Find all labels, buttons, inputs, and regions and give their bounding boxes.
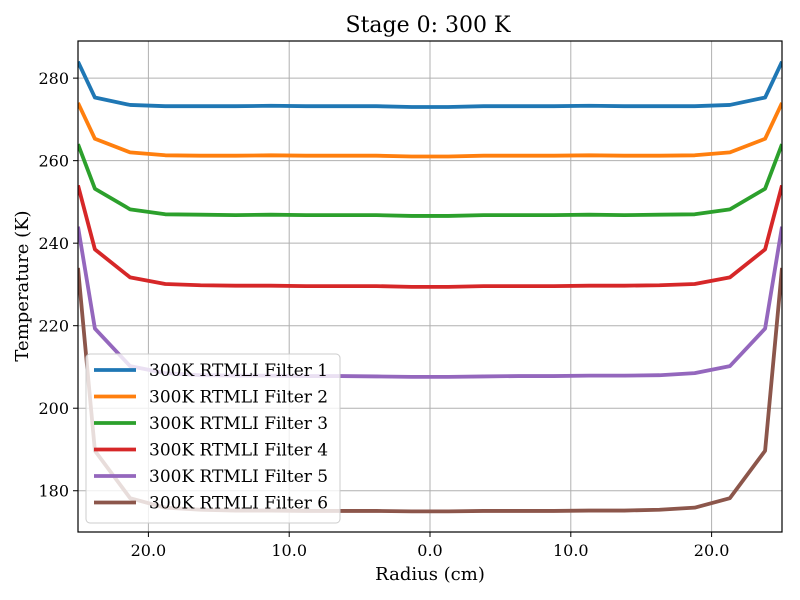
series-line-filter-2 [78, 102, 782, 159]
x-tick-label: 0.0 [417, 541, 442, 560]
y-tick-label: 280 [38, 69, 69, 88]
legend-label: 300K RTMLI Filter 6 [149, 494, 328, 514]
x-tick-label: 10.0 [271, 541, 307, 560]
y-axis-label: Temperature (K) [12, 210, 33, 361]
series-line-filter-4 [78, 184, 782, 289]
legend-label: 300K RTMLI Filter 3 [149, 414, 328, 434]
legend: 300K RTMLI Filter 1 300K RTMLI Filter 2 30… [85, 353, 341, 524]
legend-label: 300K RTMLI Filter 1 [149, 361, 328, 381]
x-axis-label: Radius (cm) [375, 564, 485, 585]
x-tick-label: 10.0 [553, 541, 589, 560]
x-tick-label: 20.0 [131, 541, 167, 560]
legend-label: 300K RTMLI Filter 2 [149, 388, 328, 408]
series-line-filter-1 [78, 60, 782, 109]
x-tick-label: 20.0 [694, 541, 730, 560]
chart-title: Stage 0: 300 K [346, 13, 512, 38]
series-line-filter-3 [78, 143, 782, 218]
y-tick-label: 220 [38, 317, 69, 336]
y-tick-label: 240 [38, 234, 69, 253]
legend-box [85, 353, 341, 524]
y-tick-label: 260 [38, 152, 69, 171]
legend-label: 300K RTMLI Filter 5 [149, 467, 328, 487]
axis-ticks: 20.0 10.0 0.0 10.0 20.0 180 200 220 240 260 280 [38, 69, 729, 560]
legend-label: 300K RTMLI Filter 4 [149, 441, 328, 461]
y-tick-label: 200 [38, 399, 69, 418]
y-tick-label: 180 [38, 482, 69, 501]
